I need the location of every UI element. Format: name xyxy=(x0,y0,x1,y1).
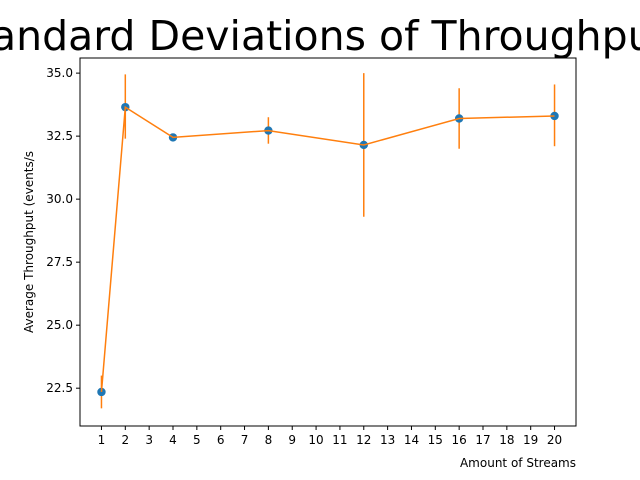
x-axis-ticks: 1 2 3 4 5 6 7 8 9 10 11 12 13 14 15 16 17 18 19 20 xyxy=(98,426,562,447)
y-tick-label: 35.0 xyxy=(46,66,73,80)
series-line xyxy=(100,105,555,393)
x-tick-label: 13 xyxy=(380,433,395,447)
x-tick-label: 4 xyxy=(169,433,177,447)
chart-title: Standard Deviations of Throughputs xyxy=(0,12,640,60)
x-tick-label: 3 xyxy=(145,433,153,447)
x-tick-label: 1 xyxy=(98,433,106,447)
y-tick-label: 30.0 xyxy=(46,192,73,206)
axes-frame xyxy=(79,57,577,427)
x-tick-label: 9 xyxy=(288,433,296,447)
x-tick-label: 2 xyxy=(121,433,129,447)
x-tick-label: 14 xyxy=(404,433,419,447)
x-tick-label: 15 xyxy=(428,433,443,447)
x-tick-label: 5 xyxy=(193,433,201,447)
x-tick-label: 17 xyxy=(475,433,490,447)
x-tick-label: 16 xyxy=(452,433,467,447)
line-layer xyxy=(100,105,555,393)
y-axis-label: Average Throughput (events/s xyxy=(22,151,36,333)
x-tick-label: 6 xyxy=(217,433,225,447)
x-tick-label: 18 xyxy=(499,433,514,447)
x-tick-label: 20 xyxy=(547,433,562,447)
x-tick-label: 7 xyxy=(241,433,249,447)
x-tick-label: 10 xyxy=(308,433,323,447)
y-tick-label: 25.0 xyxy=(46,318,73,332)
x-tick-label: 12 xyxy=(356,433,371,447)
y-tick-label: 32.5 xyxy=(46,129,73,143)
y-tick-label: 22.5 xyxy=(46,381,73,395)
y-axis-ticks: 22.5 25.0 27.5 30.0 32.5 35.0 xyxy=(46,66,80,395)
x-axis-label: Amount of Streams xyxy=(460,456,576,470)
y-tick-label: 27.5 xyxy=(46,255,73,269)
x-tick-label: 19 xyxy=(523,433,538,447)
x-tick-label: 11 xyxy=(332,433,347,447)
x-tick-label: 8 xyxy=(265,433,273,447)
